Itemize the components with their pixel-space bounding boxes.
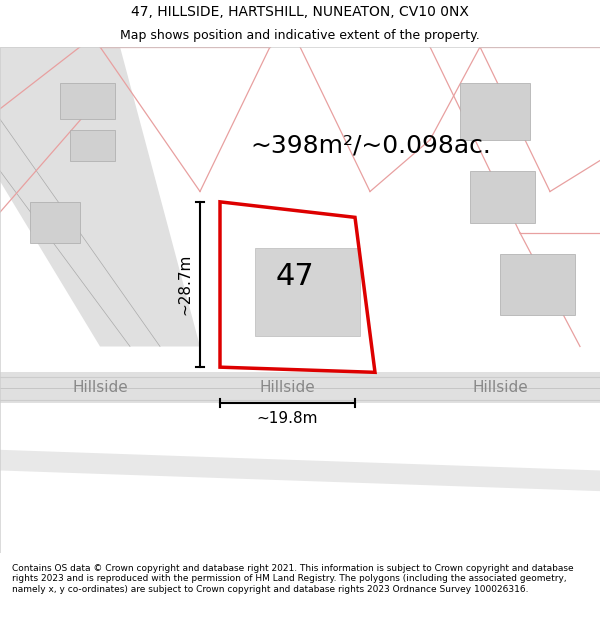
Polygon shape — [255, 248, 360, 336]
Text: Hillside: Hillside — [472, 381, 528, 396]
Polygon shape — [60, 83, 115, 119]
Text: ~28.7m: ~28.7m — [178, 254, 193, 315]
Text: ~19.8m: ~19.8m — [256, 411, 318, 426]
Polygon shape — [70, 129, 115, 161]
Text: Hillside: Hillside — [72, 381, 128, 396]
Polygon shape — [500, 254, 575, 316]
Text: Map shows position and indicative extent of the property.: Map shows position and indicative extent… — [120, 29, 480, 42]
Polygon shape — [0, 372, 600, 403]
Polygon shape — [0, 450, 600, 491]
Text: Hillside: Hillside — [259, 381, 315, 396]
Text: Contains OS data © Crown copyright and database right 2021. This information is : Contains OS data © Crown copyright and d… — [12, 564, 574, 594]
Polygon shape — [0, 47, 200, 346]
Polygon shape — [460, 83, 530, 140]
Text: 47, HILLSIDE, HARTSHILL, NUNEATON, CV10 0NX: 47, HILLSIDE, HARTSHILL, NUNEATON, CV10 … — [131, 5, 469, 19]
Polygon shape — [470, 171, 535, 222]
Text: 47: 47 — [275, 262, 314, 291]
Polygon shape — [30, 202, 80, 243]
Text: ~398m²/~0.098ac.: ~398m²/~0.098ac. — [250, 133, 491, 157]
